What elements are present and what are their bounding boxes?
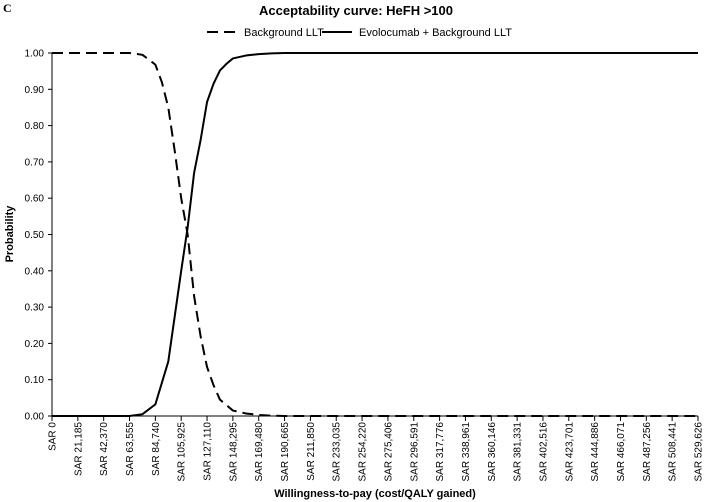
x-axis-title: Willingness-to-pay (cost/QALY gained) — [274, 488, 476, 500]
y-tick-label: 0.70 — [25, 157, 45, 168]
plot-area: 0.00 0.10 0.20 0.30 0.40 0.50 0.60 0.70 0.80 0.90… — [25, 49, 705, 482]
x-tick-label: SAR 0 — [48, 422, 59, 451]
x-tick-label: SAR 63,555 — [125, 422, 136, 476]
x-tick-label: SAR 190,665 — [280, 422, 291, 482]
y-tick-label: 0.10 — [25, 375, 45, 386]
y-tick-label: 0.40 — [25, 266, 45, 277]
x-tick-label: SAR 296,591 — [409, 422, 420, 482]
x-tick-label: SAR 105,925 — [177, 422, 188, 482]
x-tick-label: SAR 360,146 — [487, 422, 498, 482]
x-tick-label: SAR 487,256 — [642, 422, 653, 482]
y-tick-label: 1.00 — [25, 49, 45, 60]
x-tick-label: SAR 338,961 — [461, 422, 472, 482]
x-tick-label: SAR 21,185 — [73, 422, 84, 476]
x-tick-label: SAR 317,776 — [435, 422, 446, 482]
x-tick-label: SAR 42,370 — [99, 422, 110, 476]
x-tick-label: SAR 127,110 — [203, 422, 214, 481]
x-tick-label: SAR 233,035 — [332, 422, 343, 482]
x-tick-label: SAR 84,740 — [151, 422, 162, 476]
chart-title: Acceptability curve: HeFH >100 — [259, 3, 453, 18]
y-tick-label: 0.20 — [25, 339, 45, 350]
legend-label: Background LLT — [244, 27, 324, 39]
x-tick-label: SAR 444,886 — [590, 422, 601, 482]
x-tick-label: SAR 423,701 — [564, 422, 575, 482]
x-tick-label: SAR 275,406 — [383, 422, 394, 482]
y-tick-label: 0.80 — [25, 121, 45, 132]
y-tick-label: 0.90 — [25, 85, 45, 96]
x-tick-label: SAR 529,626 — [694, 422, 705, 482]
x-tick-label: SAR 254,220 — [358, 422, 369, 482]
y-tick-label: 0.60 — [25, 194, 45, 205]
y-axis-title: Probability — [4, 205, 16, 263]
x-tick-label: SAR 466,071 — [616, 422, 627, 482]
y-tick-label: 0.50 — [25, 230, 45, 241]
legend-label: Evolocumab + Background LLT — [359, 27, 512, 39]
x-tick-label: SAR 381,331 — [513, 422, 524, 482]
x-tick-label: SAR 402,516 — [538, 422, 549, 482]
y-tick-label: 0.30 — [25, 303, 45, 314]
series-line-background-llt — [52, 52, 698, 417]
legend: Background LLT Evolocumab + Background LL… — [207, 27, 512, 39]
x-tick-label: SAR 211,850 — [306, 422, 317, 481]
x-tick-label: SAR 169,480 — [254, 422, 265, 482]
series-line-evolocumab-background-llt — [52, 52, 698, 417]
x-tick-label: SAR 148,295 — [228, 422, 239, 482]
y-tick-label: 0.00 — [25, 412, 45, 423]
panel-label: C — [3, 1, 12, 15]
x-tick-label: SAR 508,441 — [668, 422, 679, 482]
